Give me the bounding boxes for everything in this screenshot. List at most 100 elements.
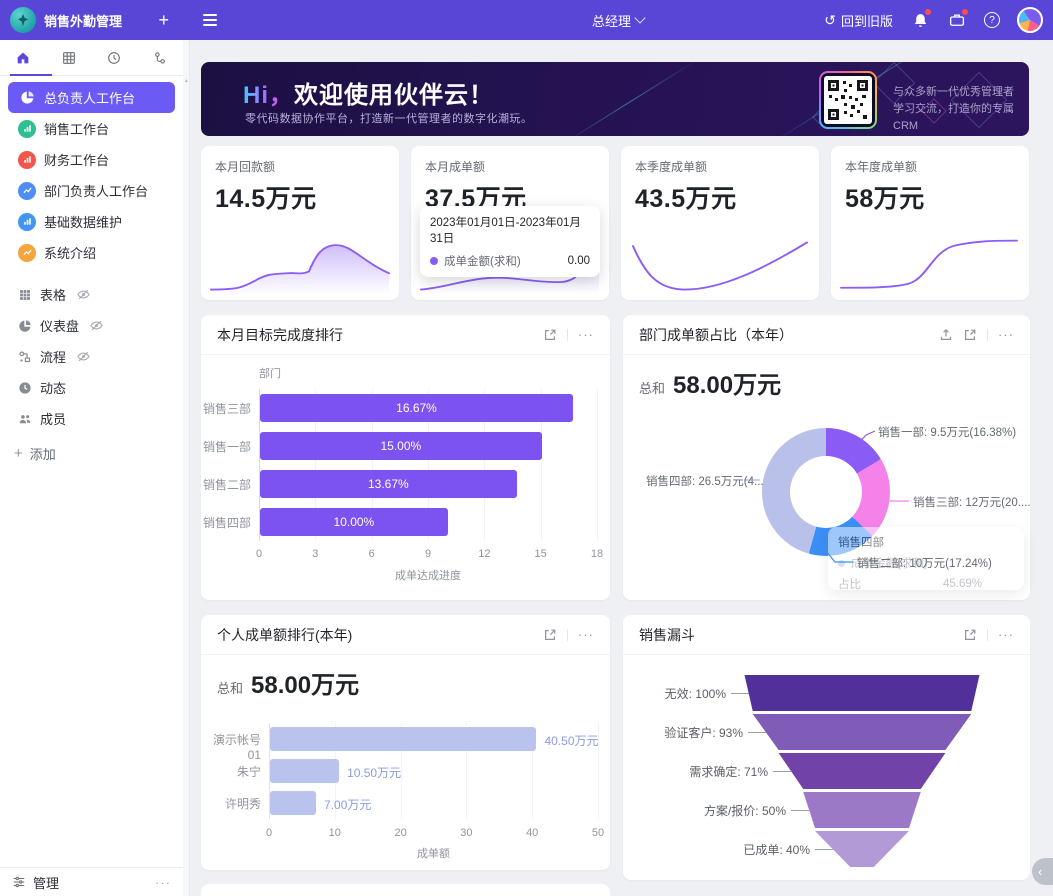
bar[interactable]: 10.00% (260, 508, 448, 536)
x-tick: 15 (534, 548, 547, 560)
bar[interactable] (270, 759, 340, 783)
bar-value: 40.50万元 (544, 734, 599, 748)
tooltip-row: 占比 45.69% (838, 576, 1014, 592)
total: 总和 58.00万元 (217, 672, 360, 699)
bar-chart-icon (18, 119, 36, 138)
eye-off-icon[interactable] (89, 318, 104, 333)
help-icon[interactable]: ? (984, 12, 1000, 28)
more-icon[interactable]: ··· (578, 627, 594, 642)
tab-home[interactable] (0, 40, 46, 75)
expand-icon[interactable] (963, 628, 977, 642)
more-icon[interactable]: ··· (998, 627, 1014, 642)
eye-off-icon[interactable] (76, 287, 91, 302)
sidebar-tool-4[interactable]: 成员 (8, 403, 175, 434)
expand-icon[interactable] (963, 328, 977, 342)
manage-bar[interactable]: 管理 ··· (0, 867, 183, 896)
series-dot (838, 559, 845, 567)
pie-label: 销售一部: 9.5万元(16.38%) (878, 427, 1017, 439)
bar[interactable]: 15.00% (260, 432, 542, 460)
add-button[interactable]: + 添加 (14, 444, 56, 462)
sparkline (209, 237, 391, 295)
sidebar-tool-2[interactable]: 流程 (8, 341, 175, 372)
sidebar-item-label: 财务工作台 (44, 153, 110, 168)
tab-org[interactable] (137, 40, 183, 75)
category-label: 销售一部 (202, 440, 251, 454)
sidebar-tool-label: 表格 (40, 288, 67, 303)
bar[interactable] (270, 727, 537, 751)
stat-card-monthly-payment: 本月回款额 14.5万元 (201, 146, 399, 300)
avatar[interactable] (1017, 7, 1043, 33)
funnel-stage[interactable] (744, 675, 980, 711)
funnel-label-text: 需求确定: 71% (689, 765, 768, 779)
sidebar-item-1[interactable]: 销售工作台 (8, 113, 175, 144)
leader-line (815, 849, 833, 850)
line-chart-icon (18, 243, 36, 262)
gridline (540, 389, 542, 541)
funnel-label-text: 验证客户: 93% (664, 726, 743, 740)
sidebar-item-2[interactable]: 财务工作台 (8, 144, 175, 175)
funnel-stage[interactable] (752, 714, 972, 750)
gridline (371, 389, 373, 541)
category-label: 朱宁 (236, 765, 261, 779)
table-icon (62, 51, 75, 64)
plus-icon[interactable]: + (158, 10, 169, 30)
tab-recent[interactable] (92, 40, 138, 75)
sidebar-tools: 表格仪表盘 流程 动态 成员 (0, 279, 183, 434)
role-switcher[interactable]: 总经理 (591, 0, 646, 40)
funnel-stage[interactable] (778, 753, 946, 789)
back-to-old-version-button[interactable]: ↺ 回到旧版 (824, 12, 893, 29)
tab-tables[interactable] (46, 40, 92, 75)
bar[interactable]: 16.67% (260, 394, 574, 422)
category-label: 销售二部 (202, 478, 251, 492)
expand-icon[interactable] (543, 328, 557, 342)
bar[interactable] (270, 791, 317, 815)
x-tick: 0 (265, 827, 273, 839)
sidebar-tool-3[interactable]: 动态 (8, 372, 175, 403)
pie-chart-icon (18, 89, 36, 107)
menu-icon[interactable] (203, 14, 217, 26)
funnel-stage[interactable] (815, 831, 909, 867)
bar[interactable]: 13.67% (260, 470, 517, 498)
collapse-handle[interactable]: ‹ (1032, 858, 1053, 885)
sidebar-item-0[interactable]: 总负责人工作台 (8, 82, 175, 113)
funnel-label-text: 已成单: 40% (743, 843, 810, 857)
funnel-label: 方案/报价: 50% (704, 802, 809, 819)
more-icon[interactable]: ··· (998, 327, 1014, 342)
app-logo[interactable] (10, 7, 36, 33)
sidebar-tool-0[interactable]: 表格 (8, 279, 175, 310)
dept-target-card: 本月目标完成度排行 ··· 部门 0 3 6 9 12 15 18 销售三部 16.67% 销售一部… (201, 315, 610, 600)
tooltip-row: 成单金额(求和) (838, 555, 1014, 571)
sidebar-tool-1[interactable]: 仪表盘 (8, 310, 175, 341)
pie-label: 销售四部: 26.5万元(4... (646, 476, 764, 488)
chevron-down-icon (634, 12, 646, 24)
sidebar-item-4[interactable]: 基础数据维护 (8, 206, 175, 237)
funnel-label: 验证客户: 93% (664, 724, 766, 741)
gridline (428, 389, 429, 541)
series-dot (430, 257, 438, 265)
more-icon[interactable]: ··· (578, 327, 594, 342)
sidebar-item-label: 基础数据维护 (44, 215, 123, 230)
sidebar-scrollbar[interactable]: ▲ (183, 40, 190, 896)
more-icon[interactable]: ··· (155, 874, 171, 890)
sidebar-item-5[interactable]: 系统介绍 (8, 237, 175, 268)
y-axis-title: 部门 (259, 368, 281, 380)
total: 总和 58.00万元 (639, 372, 782, 399)
pie-label: 销售二部: 10万元(17.24%) (857, 558, 992, 570)
eye-off-icon[interactable] (76, 349, 91, 364)
role-label: 总经理 (591, 13, 632, 29)
home-icon (17, 52, 29, 63)
gridline (269, 723, 270, 819)
x-tick: 6 (368, 548, 375, 560)
pie-label: 销售三部: 12万元(20.... (913, 497, 1031, 509)
sliders-icon (13, 876, 25, 888)
gridline (466, 723, 468, 819)
download-icon[interactable] (939, 328, 953, 342)
flow-icon (18, 350, 32, 364)
expand-icon[interactable] (543, 628, 557, 642)
plus-icon: + (14, 444, 23, 462)
sidebar-item-3[interactable]: 部门负责人工作台 (8, 175, 175, 206)
qr-code (819, 71, 877, 129)
workbench-icon[interactable] (947, 9, 968, 30)
bell-icon[interactable] (910, 9, 931, 30)
funnel-stage[interactable] (803, 792, 921, 828)
